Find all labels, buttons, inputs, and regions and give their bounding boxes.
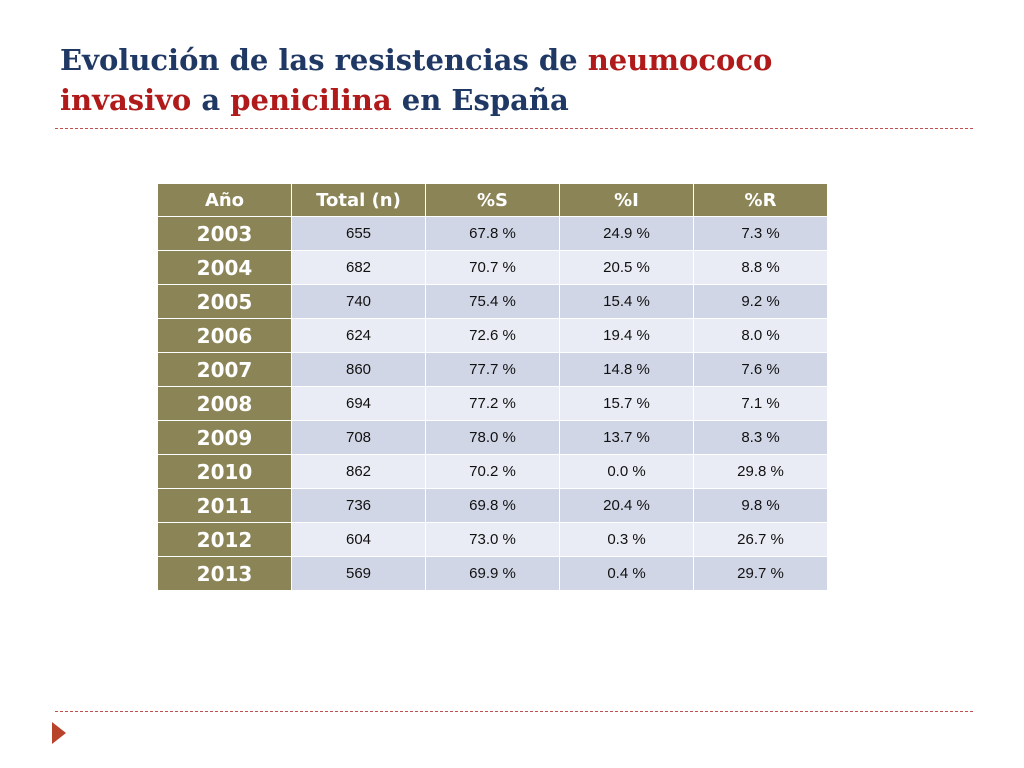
bottom-divider	[55, 711, 973, 712]
table-row: 2007 860 77.7 % 14.8 % 7.6 %	[157, 352, 828, 387]
total-cell: 682	[291, 250, 426, 285]
total-cell: 736	[291, 488, 426, 523]
r-cell: 9.8 %	[693, 488, 828, 523]
r-cell: 8.0 %	[693, 318, 828, 353]
i-cell: 20.5 %	[559, 250, 694, 285]
total-cell: 655	[291, 216, 426, 251]
s-cell: 73.0 %	[425, 522, 560, 557]
triangle-right-icon	[52, 722, 66, 744]
s-cell: 67.8 %	[425, 216, 560, 251]
title-text-2: a	[191, 83, 231, 117]
total-cell: 694	[291, 386, 426, 421]
header-s: %S	[425, 183, 560, 217]
i-cell: 15.4 %	[559, 284, 694, 319]
header-r: %R	[693, 183, 828, 217]
header-total: Total (n)	[291, 183, 426, 217]
table-row: 2013 569 69.9 % 0.4 % 29.7 %	[157, 556, 828, 591]
title-text-3: en España	[391, 83, 569, 117]
s-cell: 69.8 %	[425, 488, 560, 523]
year-cell: 2003	[157, 216, 292, 251]
table-row: 2005 740 75.4 % 15.4 % 9.2 %	[157, 284, 828, 319]
title-highlight-invasivo: invasivo	[60, 83, 192, 117]
year-cell: 2005	[157, 284, 292, 319]
r-cell: 29.7 %	[693, 556, 828, 591]
year-cell: 2009	[157, 420, 292, 455]
i-cell: 13.7 %	[559, 420, 694, 455]
table-row: 2008 694 77.2 % 15.7 % 7.1 %	[157, 386, 828, 421]
table-row: 2011 736 69.8 % 20.4 % 9.8 %	[157, 488, 828, 523]
r-cell: 8.8 %	[693, 250, 828, 285]
r-cell: 7.1 %	[693, 386, 828, 421]
i-cell: 24.9 %	[559, 216, 694, 251]
table-body: 2003 655 67.8 % 24.9 % 7.3 % 2004 682 70.7 % 20.…	[157, 216, 828, 591]
header-ano: Año	[157, 183, 292, 217]
year-cell: 2006	[157, 318, 292, 353]
r-cell: 7.6 %	[693, 352, 828, 387]
i-cell: 0.0 %	[559, 454, 694, 489]
table-row: 2010 862 70.2 % 0.0 % 29.8 %	[157, 454, 828, 489]
r-cell: 7.3 %	[693, 216, 828, 251]
s-cell: 77.7 %	[425, 352, 560, 387]
table-row: 2006 624 72.6 % 19.4 % 8.0 %	[157, 318, 828, 353]
r-cell: 29.8 %	[693, 454, 828, 489]
slide-title: Evolución de las resistencias de neumoco…	[60, 40, 960, 120]
s-cell: 69.9 %	[425, 556, 560, 591]
s-cell: 72.6 %	[425, 318, 560, 353]
year-cell: 2010	[157, 454, 292, 489]
year-cell: 2012	[157, 522, 292, 557]
s-cell: 78.0 %	[425, 420, 560, 455]
i-cell: 0.3 %	[559, 522, 694, 557]
total-cell: 862	[291, 454, 426, 489]
r-cell: 9.2 %	[693, 284, 828, 319]
year-cell: 2008	[157, 386, 292, 421]
year-cell: 2007	[157, 352, 292, 387]
i-cell: 0.4 %	[559, 556, 694, 591]
table-row: 2009 708 78.0 % 13.7 % 8.3 %	[157, 420, 828, 455]
total-cell: 708	[291, 420, 426, 455]
title-highlight-penicilina: penicilina	[230, 83, 392, 117]
table-row: 2012 604 73.0 % 0.3 % 26.7 %	[157, 522, 828, 557]
table-row: 2003 655 67.8 % 24.9 % 7.3 %	[157, 216, 828, 251]
year-cell: 2011	[157, 488, 292, 523]
year-cell: 2013	[157, 556, 292, 591]
title-text-1: Evolución de las resistencias de	[60, 43, 588, 77]
s-cell: 77.2 %	[425, 386, 560, 421]
table-header-row: Año Total (n) %S %I %R	[157, 183, 828, 217]
total-cell: 569	[291, 556, 426, 591]
i-cell: 14.8 %	[559, 352, 694, 387]
title-highlight-neumococo: neumococo	[587, 43, 773, 77]
top-divider	[55, 128, 973, 129]
year-cell: 2004	[157, 250, 292, 285]
header-i: %I	[559, 183, 694, 217]
i-cell: 20.4 %	[559, 488, 694, 523]
r-cell: 26.7 %	[693, 522, 828, 557]
i-cell: 15.7 %	[559, 386, 694, 421]
s-cell: 70.7 %	[425, 250, 560, 285]
resistance-table: Año Total (n) %S %I %R 2003 655 67.8 % 24.9…	[157, 183, 828, 591]
total-cell: 604	[291, 522, 426, 557]
s-cell: 70.2 %	[425, 454, 560, 489]
total-cell: 740	[291, 284, 426, 319]
s-cell: 75.4 %	[425, 284, 560, 319]
total-cell: 860	[291, 352, 426, 387]
r-cell: 8.3 %	[693, 420, 828, 455]
i-cell: 19.4 %	[559, 318, 694, 353]
total-cell: 624	[291, 318, 426, 353]
table-row: 2004 682 70.7 % 20.5 % 8.8 %	[157, 250, 828, 285]
